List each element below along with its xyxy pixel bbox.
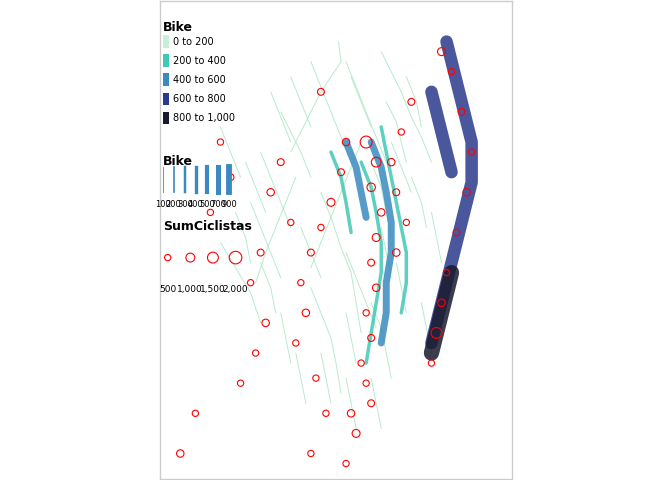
Text: 1,500: 1,500 xyxy=(200,285,226,294)
Text: 300: 300 xyxy=(177,200,193,209)
Text: 500: 500 xyxy=(159,285,176,294)
FancyBboxPatch shape xyxy=(163,54,169,67)
Text: 500: 500 xyxy=(199,200,215,209)
Text: 1,000: 1,000 xyxy=(177,285,203,294)
Text: 0 to 200: 0 to 200 xyxy=(173,36,214,47)
Text: 2,000: 2,000 xyxy=(222,285,249,294)
Text: 400 to 600: 400 to 600 xyxy=(173,75,226,85)
Text: Bike: Bike xyxy=(163,155,193,168)
Text: 900: 900 xyxy=(221,200,237,209)
FancyBboxPatch shape xyxy=(163,73,169,86)
Text: 800 to 1,000: 800 to 1,000 xyxy=(173,113,235,123)
Text: 200 to 400: 200 to 400 xyxy=(173,56,226,66)
Text: 400: 400 xyxy=(188,200,204,209)
Text: 700: 700 xyxy=(210,200,226,209)
Text: Bike: Bike xyxy=(163,22,193,35)
Text: 200: 200 xyxy=(166,200,181,209)
FancyBboxPatch shape xyxy=(163,93,169,105)
Text: 600 to 800: 600 to 800 xyxy=(173,94,226,104)
FancyBboxPatch shape xyxy=(163,112,169,124)
FancyBboxPatch shape xyxy=(163,36,169,48)
Text: 100: 100 xyxy=(155,200,171,209)
Text: SumCiclistas: SumCiclistas xyxy=(163,220,251,233)
